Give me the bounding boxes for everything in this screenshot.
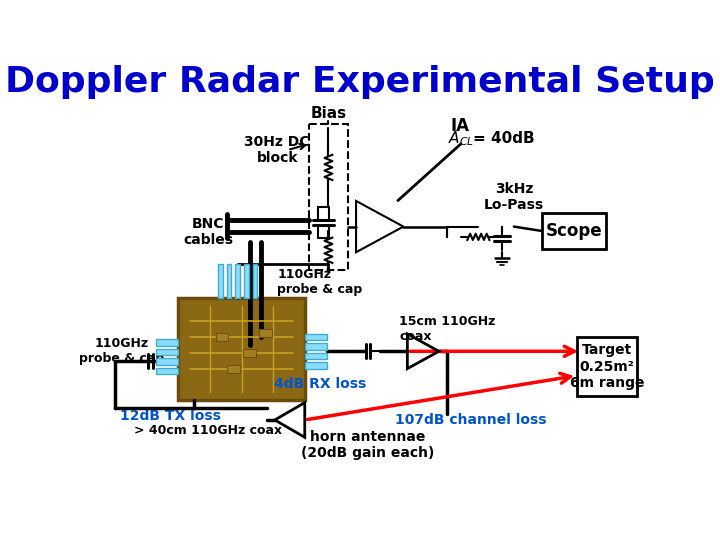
Bar [305,362,327,369]
Text: 107dB channel loss: 107dB channel loss [395,413,546,427]
Bar [156,340,179,346]
Bar [259,329,271,337]
Text: Target
0.25m²
6m range: Target 0.25m² 6m range [570,343,644,390]
Bar [253,265,257,298]
Text: IA: IA [451,117,469,136]
Bar [228,364,240,373]
Bar [577,337,637,396]
Text: > 40cm 110GHz coax: > 40cm 110GHz coax [135,424,282,437]
Bar [156,368,179,374]
Text: = 40dB: = 40dB [473,131,534,146]
Bar [309,124,348,270]
Bar [218,265,222,298]
Text: 3kHz
Lo-Pass: 3kHz Lo-Pass [484,183,544,213]
Bar [156,359,179,364]
Bar [227,265,231,298]
Text: $A_{CL}$: $A_{CL}$ [449,129,474,147]
Bar [541,213,606,249]
Text: 110GHz
probe & cap: 110GHz probe & cap [277,268,362,296]
Text: 110GHz
probe & cap: 110GHz probe & cap [79,336,164,365]
Text: Doppler Radar Experimental Setup: Doppler Radar Experimental Setup [5,65,715,99]
Text: 12dB TX loss: 12dB TX loss [120,409,221,423]
Bar [215,333,228,341]
Bar [244,265,248,298]
Text: horn antennae
(20dB gain each): horn antennae (20dB gain each) [301,430,435,460]
Bar [305,334,327,340]
Bar [305,353,327,359]
Text: Bias: Bias [310,106,346,121]
Text: BNC
cables: BNC cables [184,217,233,247]
Bar [156,349,179,355]
Text: 15cm 110GHz
coax: 15cm 110GHz coax [400,315,496,343]
Text: 30Hz DC
block: 30Hz DC block [244,135,310,165]
Bar [305,343,327,350]
Bar [179,298,305,400]
Text: 4dB RX loss: 4dB RX loss [274,377,366,392]
Bar [243,349,256,357]
Bar [235,265,240,298]
Text: Scope: Scope [546,222,602,240]
